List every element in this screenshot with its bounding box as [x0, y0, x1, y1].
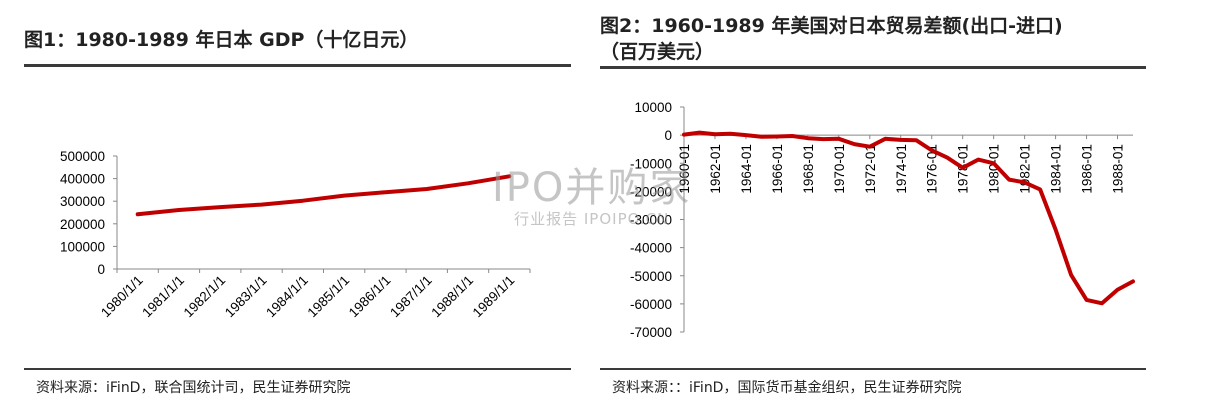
- x-tick-label: 1986/1/1: [346, 273, 394, 321]
- figure-2-title-line-1: 图2：1960-1989 年美国对日本贸易差额(出口-进口): [600, 15, 1063, 37]
- figure-2-source-rule: [600, 368, 1146, 370]
- x-tick-label: 1984/1/1: [263, 273, 311, 321]
- y-tick-label: -30000: [630, 213, 672, 228]
- figure-2-title-line-2: （百万美元）: [600, 41, 715, 63]
- x-tick-label: 1986-01: [1080, 144, 1095, 194]
- gdp-series-line: [135, 174, 512, 217]
- figure-1-chart: 01000002000003000004000005000001980/1/11…: [60, 149, 531, 321]
- figure-1-source-rule: [24, 368, 571, 370]
- figure-1-title: 图1：1980-1989 年日本 GDP（十亿日元）: [24, 29, 419, 51]
- x-tick-label: 1987/1/1: [387, 273, 435, 321]
- x-tick-label: 1960-01: [677, 144, 692, 194]
- y-tick-label: -60000: [630, 297, 672, 312]
- x-tick-label: 1985/1/1: [304, 273, 352, 321]
- x-tick-label: 1984-01: [1049, 144, 1064, 194]
- figure-2-chart: -70000 -60000 -50000 -40000 -30000 -20000 -100…: [630, 100, 1135, 340]
- x-tick-label: 1981/1/1: [139, 273, 187, 321]
- x-tick-label: 1976-01: [925, 144, 940, 194]
- y-tick-label: -70000: [630, 325, 672, 340]
- trade-balance-series-line: [682, 130, 1135, 306]
- x-tick-label: 1974-01: [894, 144, 909, 194]
- y-tick-label: 0: [664, 128, 672, 143]
- x-tick-label: 1988/1/1: [428, 273, 476, 321]
- figure-2-panel: 图2：1960-1989 年美国对日本贸易差额(出口-进口) （百万美元） -7…: [600, 0, 1160, 417]
- y-tick-label: 100000: [60, 239, 105, 254]
- y-tick-label: -20000: [630, 184, 672, 199]
- figure-2-source: 资料来源：：iFinD，国际货币基金组织，民生证券研究院: [612, 380, 962, 396]
- y-tick-label: 10000: [634, 100, 672, 115]
- x-tick-label: 1982/1/1: [181, 273, 229, 321]
- figure-1-source: 资料来源：iFinD，联合国统计司，民生证券研究院: [36, 380, 351, 396]
- y-tick-label: -50000: [630, 269, 672, 284]
- y-tick-label: -10000: [630, 156, 672, 171]
- y-tick-label: 500000: [60, 149, 105, 164]
- x-tick-label: 1989/1/1: [470, 273, 518, 321]
- y-tick-label: 300000: [60, 194, 105, 209]
- x-tick-label: 1964-01: [739, 144, 754, 194]
- figure-1-title-rule: [24, 64, 571, 67]
- x-tick-label: 1970-01: [832, 144, 847, 194]
- y-tick-label: 200000: [60, 217, 105, 232]
- x-tick-label: 1980/1/1: [98, 273, 146, 321]
- x-tick-label: 1972-01: [863, 144, 878, 194]
- y-tick-label: 400000: [60, 172, 105, 187]
- y-tick-label: 0: [97, 262, 105, 277]
- x-tick-label: 1988-01: [1111, 144, 1126, 194]
- x-tick-label: 1968-01: [801, 144, 816, 194]
- figure-1-panel: 图1：1980-1989 年日本 GDP（十亿日元） 0 100000 200000…: [0, 0, 575, 417]
- x-tick-label: 1966-01: [770, 144, 785, 194]
- x-tick-label: 1983/1/1: [222, 273, 270, 321]
- x-tick-label: 1980-01: [987, 144, 1002, 194]
- x-tick-label: 1962-01: [708, 144, 723, 194]
- figure-2-title-rule: [600, 66, 1146, 69]
- y-tick-label: -40000: [630, 241, 672, 256]
